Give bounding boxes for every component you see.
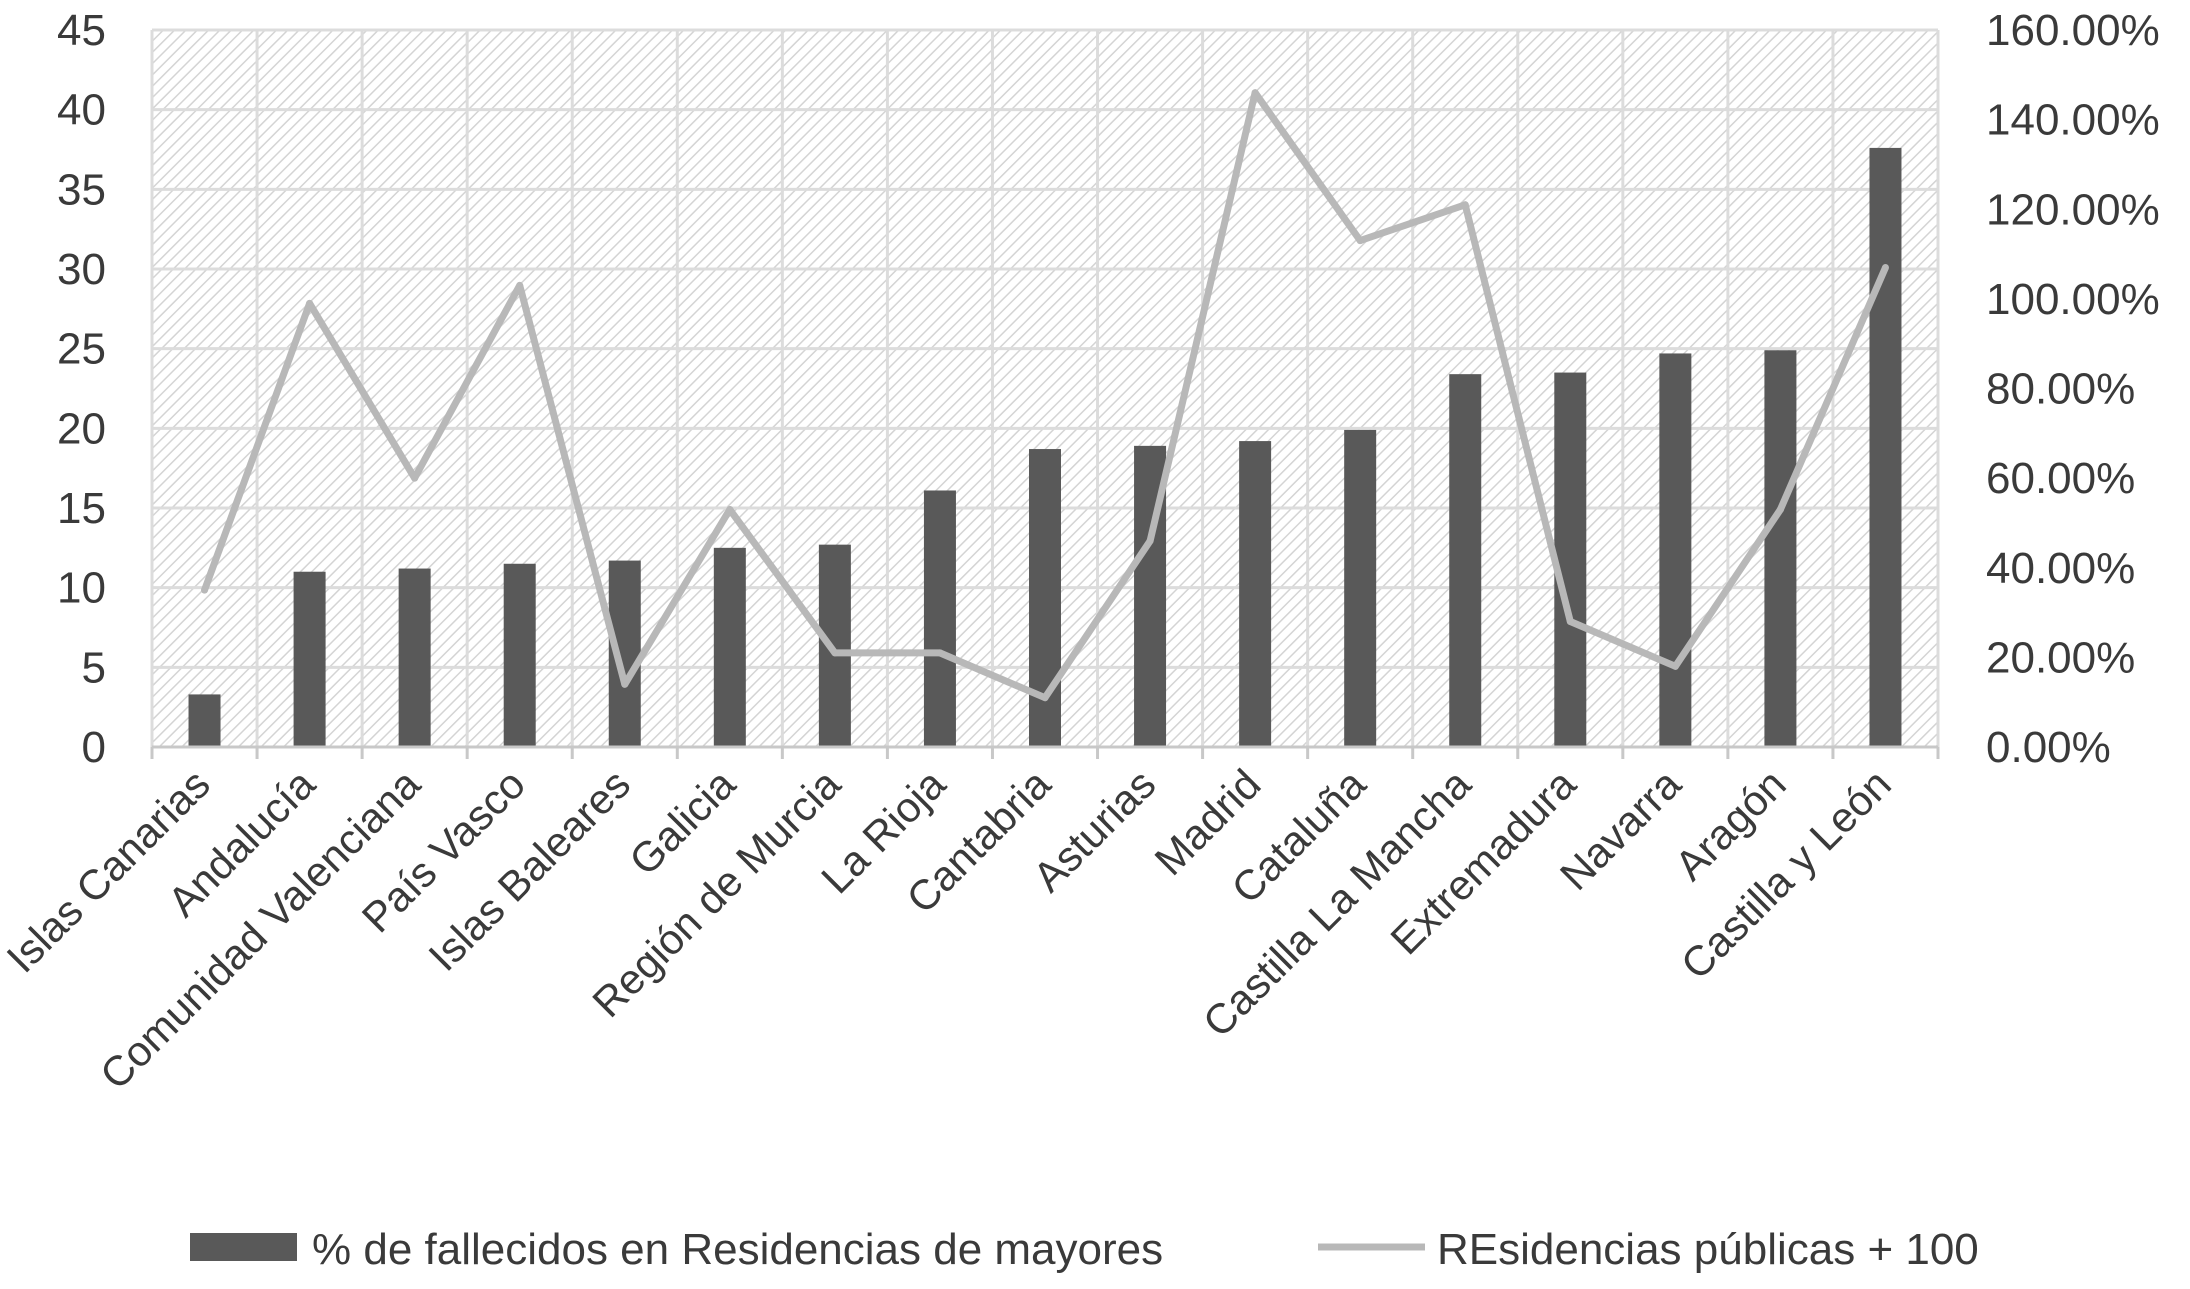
line-point <box>831 649 839 657</box>
bar <box>818 544 851 747</box>
line-point <box>1146 537 1154 545</box>
bar <box>293 571 326 747</box>
gridlines <box>150 28 1940 749</box>
right-tick-label: 20.00% <box>1986 633 2135 682</box>
line-point <box>1356 237 1364 245</box>
left-tick-label: 20 <box>57 404 106 453</box>
line-point <box>1776 505 1784 513</box>
right-tick-label: 100.00% <box>1986 275 2160 324</box>
line-point <box>201 586 209 594</box>
legend: % de fallecidos en Residencias de mayore… <box>190 1225 1979 1274</box>
right-tick-label: 0.00% <box>1986 723 2111 772</box>
bar <box>923 490 956 747</box>
line-point <box>1041 694 1049 702</box>
bar <box>1764 350 1797 747</box>
left-tick-label: 0 <box>82 723 106 772</box>
line-point <box>1566 618 1574 626</box>
bar <box>398 568 431 747</box>
right-tick-label: 140.00% <box>1986 96 2160 145</box>
bar <box>503 563 536 747</box>
right-axis-ticks: 0.00% 20.00% 40.00% 60.00% 80.00% 100.00% 120.… <box>1986 6 2160 772</box>
line-point <box>1881 264 1889 272</box>
right-tick-label: 60.00% <box>1986 454 2135 503</box>
left-tick-label: 30 <box>57 245 106 294</box>
line-point <box>621 680 629 688</box>
bar <box>1029 449 1061 747</box>
right-tick-label: 80.00% <box>1986 365 2135 414</box>
legend-label-line: REsidencias públicas + 100 <box>1437 1225 1979 1274</box>
left-axis-ticks: 0 5 10 15 20 25 30 35 40 45 <box>57 6 106 772</box>
line-point <box>1461 201 1469 209</box>
legend-swatch-bar <box>190 1233 297 1261</box>
line-point <box>1671 662 1679 670</box>
right-tick-label: 40.00% <box>1986 544 2135 593</box>
left-tick-label: 35 <box>57 165 106 214</box>
right-tick-label: 120.00% <box>1986 185 2160 234</box>
left-tick-label: 15 <box>57 484 106 533</box>
line-series <box>201 89 1889 702</box>
legend-label-bar: % de fallecidos en Residencias de mayore… <box>312 1225 1163 1274</box>
bar <box>1659 353 1692 747</box>
right-tick-label: 160.00% <box>1986 6 2160 55</box>
left-tick-label: 5 <box>82 643 106 692</box>
left-tick-label: 25 <box>57 325 106 374</box>
line-point <box>411 474 419 482</box>
bar <box>188 694 221 747</box>
line-point <box>516 281 524 289</box>
bar <box>713 547 746 747</box>
left-tick-label: 45 <box>57 6 106 55</box>
left-tick-label: 40 <box>57 86 106 135</box>
line-point <box>306 299 314 307</box>
bar <box>1449 374 1482 747</box>
bar <box>1554 372 1587 747</box>
axes <box>150 745 1940 759</box>
line-point <box>1251 89 1259 97</box>
line-point <box>936 649 944 657</box>
line-point <box>726 505 734 513</box>
left-tick-label: 10 <box>57 564 106 613</box>
bar <box>1869 147 1902 747</box>
bar <box>1344 429 1377 747</box>
bar <box>1239 441 1272 747</box>
